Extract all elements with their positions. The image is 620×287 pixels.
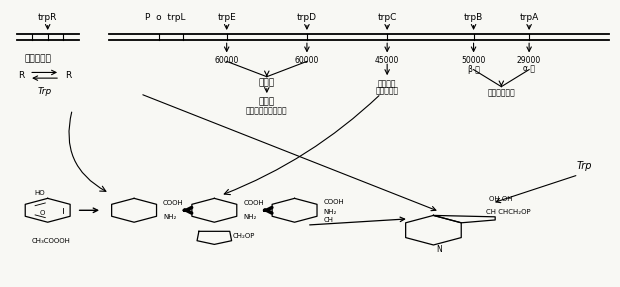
Text: COOH: COOH bbox=[243, 200, 264, 206]
Text: CH: CH bbox=[324, 217, 334, 223]
Text: α 链: α 链 bbox=[523, 65, 535, 74]
Text: N: N bbox=[436, 245, 443, 254]
Text: trpR: trpR bbox=[38, 13, 58, 22]
Text: 60000: 60000 bbox=[294, 56, 319, 65]
Text: 二聚体: 二聚体 bbox=[259, 78, 275, 87]
Text: HO: HO bbox=[34, 189, 45, 195]
Text: R: R bbox=[18, 71, 24, 80]
Text: NH₂: NH₂ bbox=[243, 214, 257, 220]
Text: 辅阻遗蛋白: 辅阻遗蛋白 bbox=[25, 54, 52, 63]
Text: COOH: COOH bbox=[324, 199, 344, 205]
Text: CH₃COOOH: CH₃COOOH bbox=[32, 238, 70, 244]
Text: P  o  trpL: P o trpL bbox=[144, 13, 185, 22]
Text: β 链: β 链 bbox=[467, 65, 479, 74]
Text: NH₂: NH₂ bbox=[324, 209, 337, 215]
Text: 吠呶甘油: 吠呶甘油 bbox=[378, 79, 396, 88]
Text: 60000: 60000 bbox=[215, 56, 239, 65]
Text: Trp: Trp bbox=[37, 87, 51, 96]
Text: 50000: 50000 bbox=[461, 56, 485, 65]
Text: Trp: Trp bbox=[577, 161, 593, 171]
Text: 45000: 45000 bbox=[375, 56, 399, 65]
Text: CH CHCH₂OP: CH CHCH₂OP bbox=[486, 209, 531, 215]
Text: NH₂: NH₂ bbox=[163, 214, 177, 220]
Text: trpB: trpB bbox=[464, 13, 483, 22]
Text: O: O bbox=[39, 210, 45, 216]
Text: COOH: COOH bbox=[163, 200, 184, 206]
Text: 磷酸合成鄡: 磷酸合成鄡 bbox=[376, 87, 399, 96]
Text: trpE: trpE bbox=[217, 13, 236, 22]
Text: trpD: trpD bbox=[297, 13, 317, 22]
Text: 29000: 29000 bbox=[517, 56, 541, 65]
Text: OH OH: OH OH bbox=[489, 196, 513, 202]
Text: R: R bbox=[65, 71, 71, 80]
Text: trpA: trpA bbox=[520, 13, 539, 22]
Text: trpC: trpC bbox=[378, 13, 397, 22]
Text: 邻氨基苯甲酸合成鄡: 邻氨基苯甲酸合成鄡 bbox=[246, 106, 288, 116]
Text: 色氨酸合成鄡: 色氨酸合成鄡 bbox=[487, 88, 515, 97]
Text: 四聚体: 四聚体 bbox=[259, 97, 275, 106]
Text: CH₂OP: CH₂OP bbox=[233, 233, 255, 239]
